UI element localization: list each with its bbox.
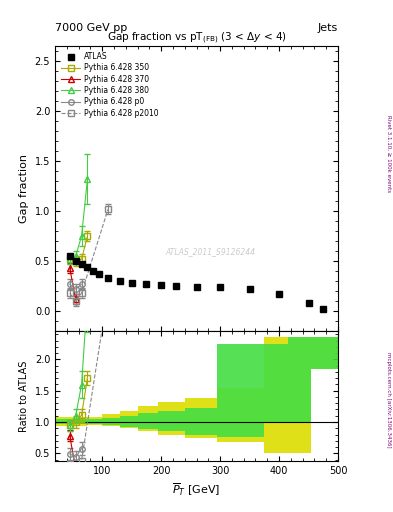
Text: mcplots.cern.ch [arXiv:1306.3436]: mcplots.cern.ch [arXiv:1306.3436] [386, 352, 391, 447]
Bar [158, 402, 185, 435]
ATLAS [73, 258, 78, 264]
ATLAS [247, 286, 252, 292]
X-axis label: $\overline{P}_T$ [GeV]: $\overline{P}_T$ [GeV] [173, 481, 220, 498]
ATLAS [118, 278, 122, 284]
Bar [288, 337, 311, 422]
Bar [102, 418, 120, 425]
Text: 7000 GeV pp: 7000 GeV pp [55, 23, 127, 33]
ATLAS [68, 253, 72, 259]
ATLAS [85, 264, 90, 270]
Line: ATLAS: ATLAS [67, 253, 326, 312]
ATLAS [106, 275, 110, 281]
Text: Rivet 3.1.10, ≥ 100k events: Rivet 3.1.10, ≥ 100k events [386, 115, 391, 192]
Text: ATLAS_2011_S9126244: ATLAS_2011_S9126244 [165, 247, 256, 256]
Bar [120, 411, 138, 428]
Title: Gap fraction vs pT$_{\rm (FB)}$ (3 < $\Delta y$ < 4): Gap fraction vs pT$_{\rm (FB)}$ (3 < $\D… [107, 30, 286, 46]
Text: Jets: Jets [318, 23, 338, 33]
Bar [87, 419, 102, 424]
ATLAS [218, 284, 222, 290]
Bar [185, 398, 217, 438]
Bar [102, 415, 120, 426]
ATLAS [97, 271, 102, 278]
ATLAS [306, 300, 311, 306]
Bar [264, 344, 288, 422]
ATLAS [321, 306, 326, 312]
Bar [185, 408, 217, 435]
Bar [264, 337, 288, 453]
Y-axis label: Gap fraction: Gap fraction [19, 154, 29, 223]
Y-axis label: Ratio to ATLAS: Ratio to ATLAS [19, 360, 29, 432]
Bar [138, 407, 158, 432]
Bar [120, 416, 138, 427]
ATLAS [129, 280, 134, 286]
Legend: ATLAS, Pythia 6.428 350, Pythia 6.428 370, Pythia 6.428 380, Pythia 6.428 p0, Py: ATLAS, Pythia 6.428 350, Pythia 6.428 37… [59, 50, 161, 120]
ATLAS [144, 281, 149, 287]
Bar [138, 413, 158, 429]
Bar [87, 417, 102, 425]
ATLAS [159, 282, 163, 288]
ATLAS [79, 261, 84, 267]
Bar [55, 417, 76, 426]
Bar [288, 337, 311, 453]
ATLAS [91, 268, 96, 274]
Bar [76, 419, 88, 424]
Bar [217, 344, 264, 437]
Bar [158, 411, 185, 432]
Bar [76, 417, 88, 426]
ATLAS [174, 283, 178, 289]
Bar [217, 388, 264, 442]
Bar [312, 337, 338, 369]
Bar [312, 337, 338, 369]
ATLAS [194, 284, 199, 290]
ATLAS [277, 291, 281, 297]
Bar [55, 419, 76, 424]
